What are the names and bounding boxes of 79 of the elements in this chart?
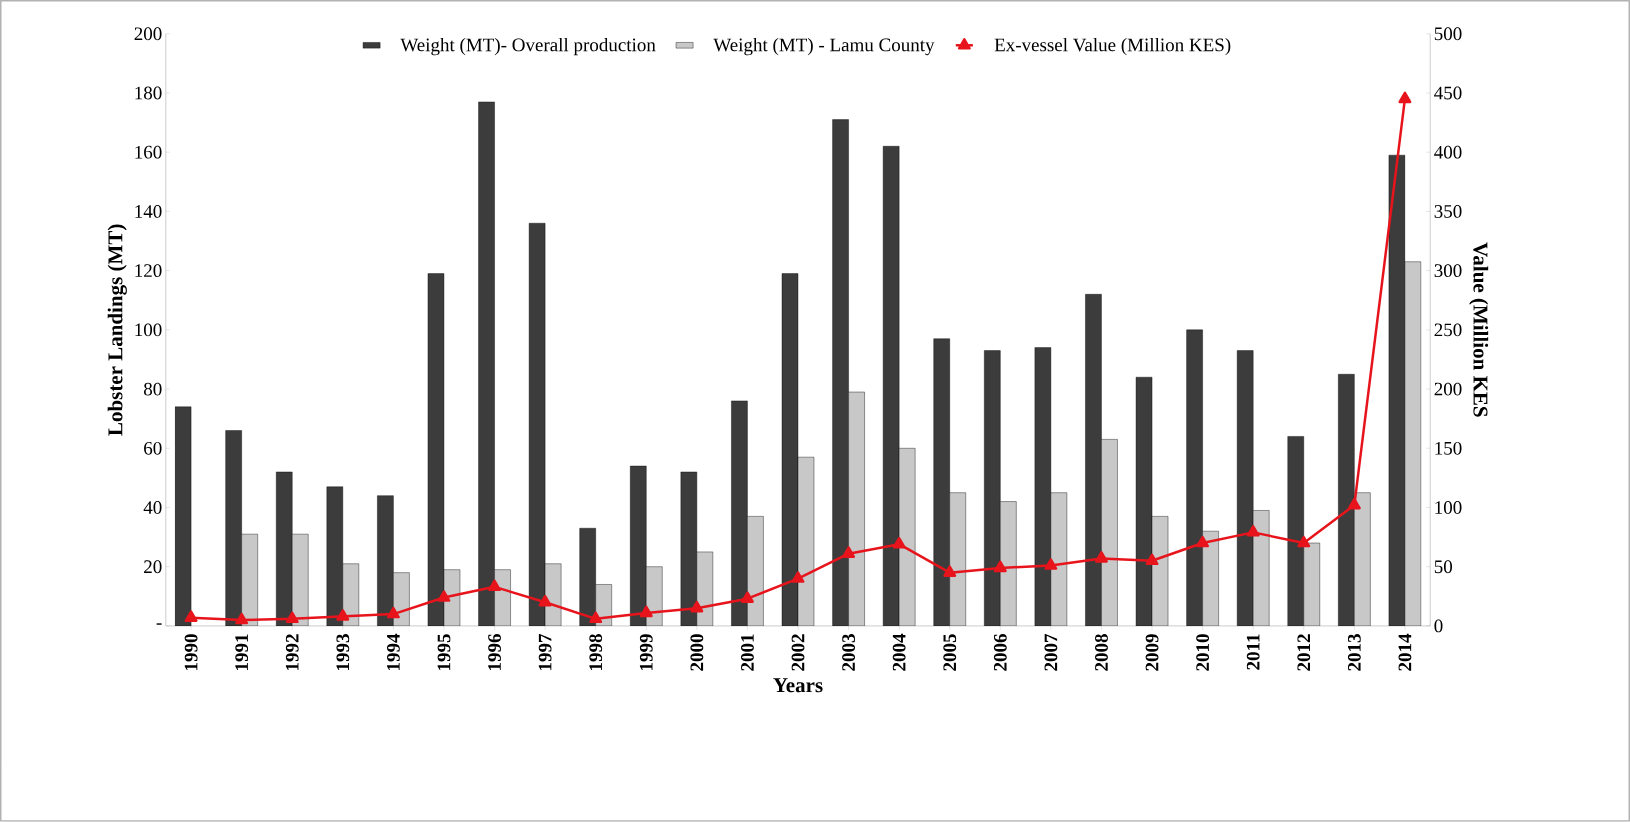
y-tick-label: 20 xyxy=(144,560,162,574)
point xyxy=(1398,91,1412,104)
x-tick-label: 2011 xyxy=(1246,634,1260,670)
x-tick-label: 1991 xyxy=(235,634,249,671)
x-tick-label: 1994 xyxy=(387,633,400,671)
x-tick-label: 1995 xyxy=(437,634,451,671)
point xyxy=(235,612,249,625)
point xyxy=(336,609,350,621)
x-tick-label: 2003 xyxy=(842,634,855,671)
point xyxy=(791,571,805,583)
point xyxy=(437,590,451,602)
x-tick-label: 1990 xyxy=(184,634,198,671)
x-tick-label: 2010 xyxy=(1196,634,1210,671)
point xyxy=(1246,525,1260,537)
x-tick-label: 1992 xyxy=(285,634,299,671)
point xyxy=(993,560,1007,573)
point xyxy=(184,610,198,623)
y2-tick-label: 50 xyxy=(1434,560,1453,574)
x-tick-label: 2009 xyxy=(1145,634,1159,671)
x-tick-label: 2002 xyxy=(791,634,805,671)
x-tick-label: 1993 xyxy=(336,634,350,671)
y2-axis-title: Value (Million KES xyxy=(1469,242,1489,417)
point xyxy=(488,579,501,592)
x-tick-label: 2012 xyxy=(1297,634,1311,671)
x-tick-label: 1999 xyxy=(639,634,653,671)
point xyxy=(538,595,552,607)
point xyxy=(1347,498,1361,510)
x-tick-label: 2001 xyxy=(741,634,754,671)
y2-tick-label: 400 xyxy=(1434,145,1462,159)
point xyxy=(1095,551,1108,563)
point xyxy=(639,605,653,618)
x-tick-label: 1997 xyxy=(538,634,552,671)
x-axis-title: Years xyxy=(773,678,823,693)
x-tick-label: 1998 xyxy=(589,634,603,671)
point xyxy=(1297,535,1311,548)
point xyxy=(943,565,957,578)
x-tick-label: 2005 xyxy=(943,634,957,671)
y-tick-label: 40 xyxy=(143,501,162,515)
bar xyxy=(174,406,192,627)
point xyxy=(1145,553,1159,566)
point xyxy=(740,591,754,604)
y-tick-label: 120 xyxy=(135,264,162,278)
y2-tick-label: 200 xyxy=(1434,382,1462,396)
point xyxy=(1044,558,1058,570)
x-tick-label: 2013 xyxy=(1347,634,1361,671)
y2-tick-label: 300 xyxy=(1434,264,1462,278)
y-tick-label: 80 xyxy=(143,382,162,396)
legend-label: Weight (MT)- Overall production xyxy=(400,38,656,56)
y-tick-label: 180 xyxy=(135,86,162,100)
point xyxy=(589,611,603,624)
point xyxy=(690,601,704,613)
x-tick-label: 2007 xyxy=(1044,634,1058,671)
point xyxy=(892,537,906,549)
x-tick-label: 2000 xyxy=(690,634,704,671)
y2-tick-label: 450 xyxy=(1434,86,1462,100)
y-tick-label: 200 xyxy=(134,27,162,41)
point xyxy=(386,606,400,619)
legend-label: Weight (MT) - Lamu County xyxy=(713,38,935,56)
y2-tick-label: 500 xyxy=(1434,27,1462,41)
y2-tick-label: 100 xyxy=(1435,501,1462,515)
x-tick-label: 2006 xyxy=(993,634,1007,671)
y-tick-label: 160 xyxy=(135,145,162,159)
point xyxy=(1196,535,1210,548)
x-tick-label: 2008 xyxy=(1095,634,1108,671)
y-tick-label: - xyxy=(156,623,162,625)
x-tick-label: 2014 xyxy=(1398,633,1412,671)
y-tick-label: 100 xyxy=(135,323,162,337)
y2-tick-label: 0 xyxy=(1434,619,1443,633)
point xyxy=(285,611,299,624)
y-tick-label: 60 xyxy=(144,442,162,455)
y2-tick-label: 350 xyxy=(1434,205,1462,218)
point xyxy=(842,546,856,559)
legend-label: Ex-vessel Value (Million KES) xyxy=(994,38,1231,56)
y2-tick-label: 150 xyxy=(1435,442,1462,455)
y2-tick-label: 250 xyxy=(1434,323,1462,337)
x-tick-label: 2004 xyxy=(892,633,906,671)
y-tick-label: 140 xyxy=(135,205,162,218)
x-tick-label: 1996 xyxy=(488,634,501,671)
y-axis-title: Lobster Landings (MT) xyxy=(107,224,127,436)
